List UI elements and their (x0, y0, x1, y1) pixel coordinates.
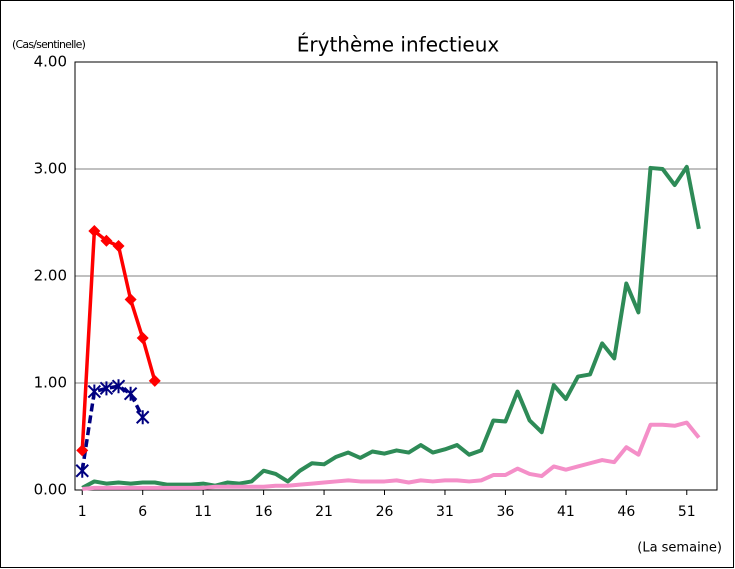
star-marker (111, 379, 126, 394)
star-marker (99, 381, 114, 396)
plot-border (74, 61, 718, 491)
diamond-marker (148, 374, 161, 387)
diamond-marker (112, 240, 125, 253)
y-tick-label: 2.00 (34, 267, 67, 285)
star-marker (123, 386, 138, 401)
diamond-marker (124, 293, 137, 306)
x-tick-label: 46 (617, 504, 635, 520)
x-tick-label: 31 (436, 504, 454, 520)
x-tick-label: 41 (557, 504, 575, 520)
series-line (80, 384, 145, 472)
x-tick-label: 16 (255, 504, 273, 520)
y-tick-label: 1.00 (34, 374, 67, 392)
x-axis-label: (La semaine) (637, 541, 722, 556)
series-line (81, 164, 701, 490)
x-tick-label: 1 (78, 504, 87, 520)
diamond-marker (76, 444, 89, 457)
x-tick-label: 51 (678, 504, 696, 520)
y-axis-label: (Cas/sentinelle) (12, 38, 86, 51)
star-marker (87, 384, 102, 399)
diamond-marker (88, 225, 101, 238)
x-tick-label: 36 (497, 504, 515, 520)
diamond-marker (136, 332, 149, 345)
diamond-marker (100, 234, 113, 247)
chart-title: Érythème infectieux (297, 33, 500, 57)
star-marker (135, 410, 150, 425)
x-tick-label: 11 (194, 504, 212, 520)
x-tick-label: 6 (138, 504, 147, 520)
y-tick-label: 3.00 (34, 160, 67, 178)
x-tick-label: 26 (376, 504, 394, 520)
y-tick-label: 0.00 (34, 481, 67, 499)
y-tick-label: 4.00 (34, 53, 67, 71)
star-marker (75, 463, 89, 478)
series-line (82, 420, 701, 491)
x-tick-label: 21 (315, 504, 333, 520)
